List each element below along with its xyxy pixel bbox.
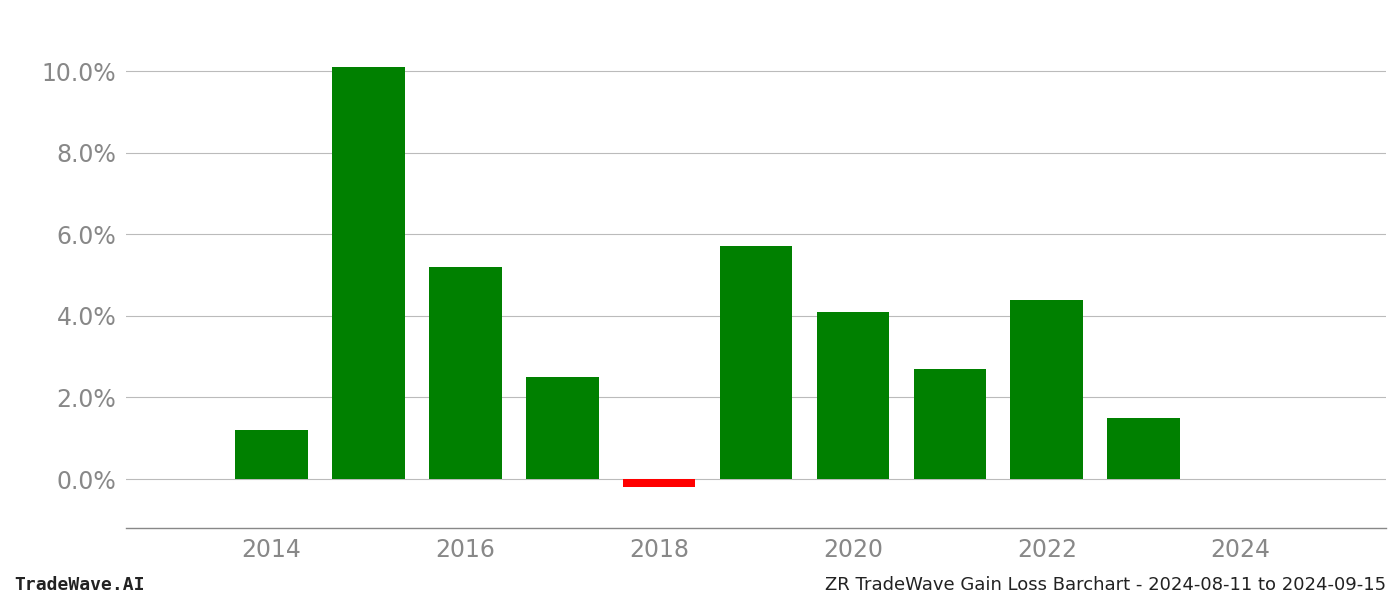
- Text: ZR TradeWave Gain Loss Barchart - 2024-08-11 to 2024-09-15: ZR TradeWave Gain Loss Barchart - 2024-0…: [825, 576, 1386, 594]
- Bar: [816, 312, 889, 479]
- Bar: [428, 267, 501, 479]
- Text: TradeWave.AI: TradeWave.AI: [14, 576, 144, 594]
- Bar: [332, 67, 405, 479]
- Bar: [720, 247, 792, 479]
- Bar: [526, 377, 599, 479]
- Bar: [1011, 299, 1084, 479]
- Bar: [914, 369, 986, 479]
- Bar: [623, 479, 696, 487]
- Bar: [235, 430, 308, 479]
- Bar: [1107, 418, 1180, 479]
